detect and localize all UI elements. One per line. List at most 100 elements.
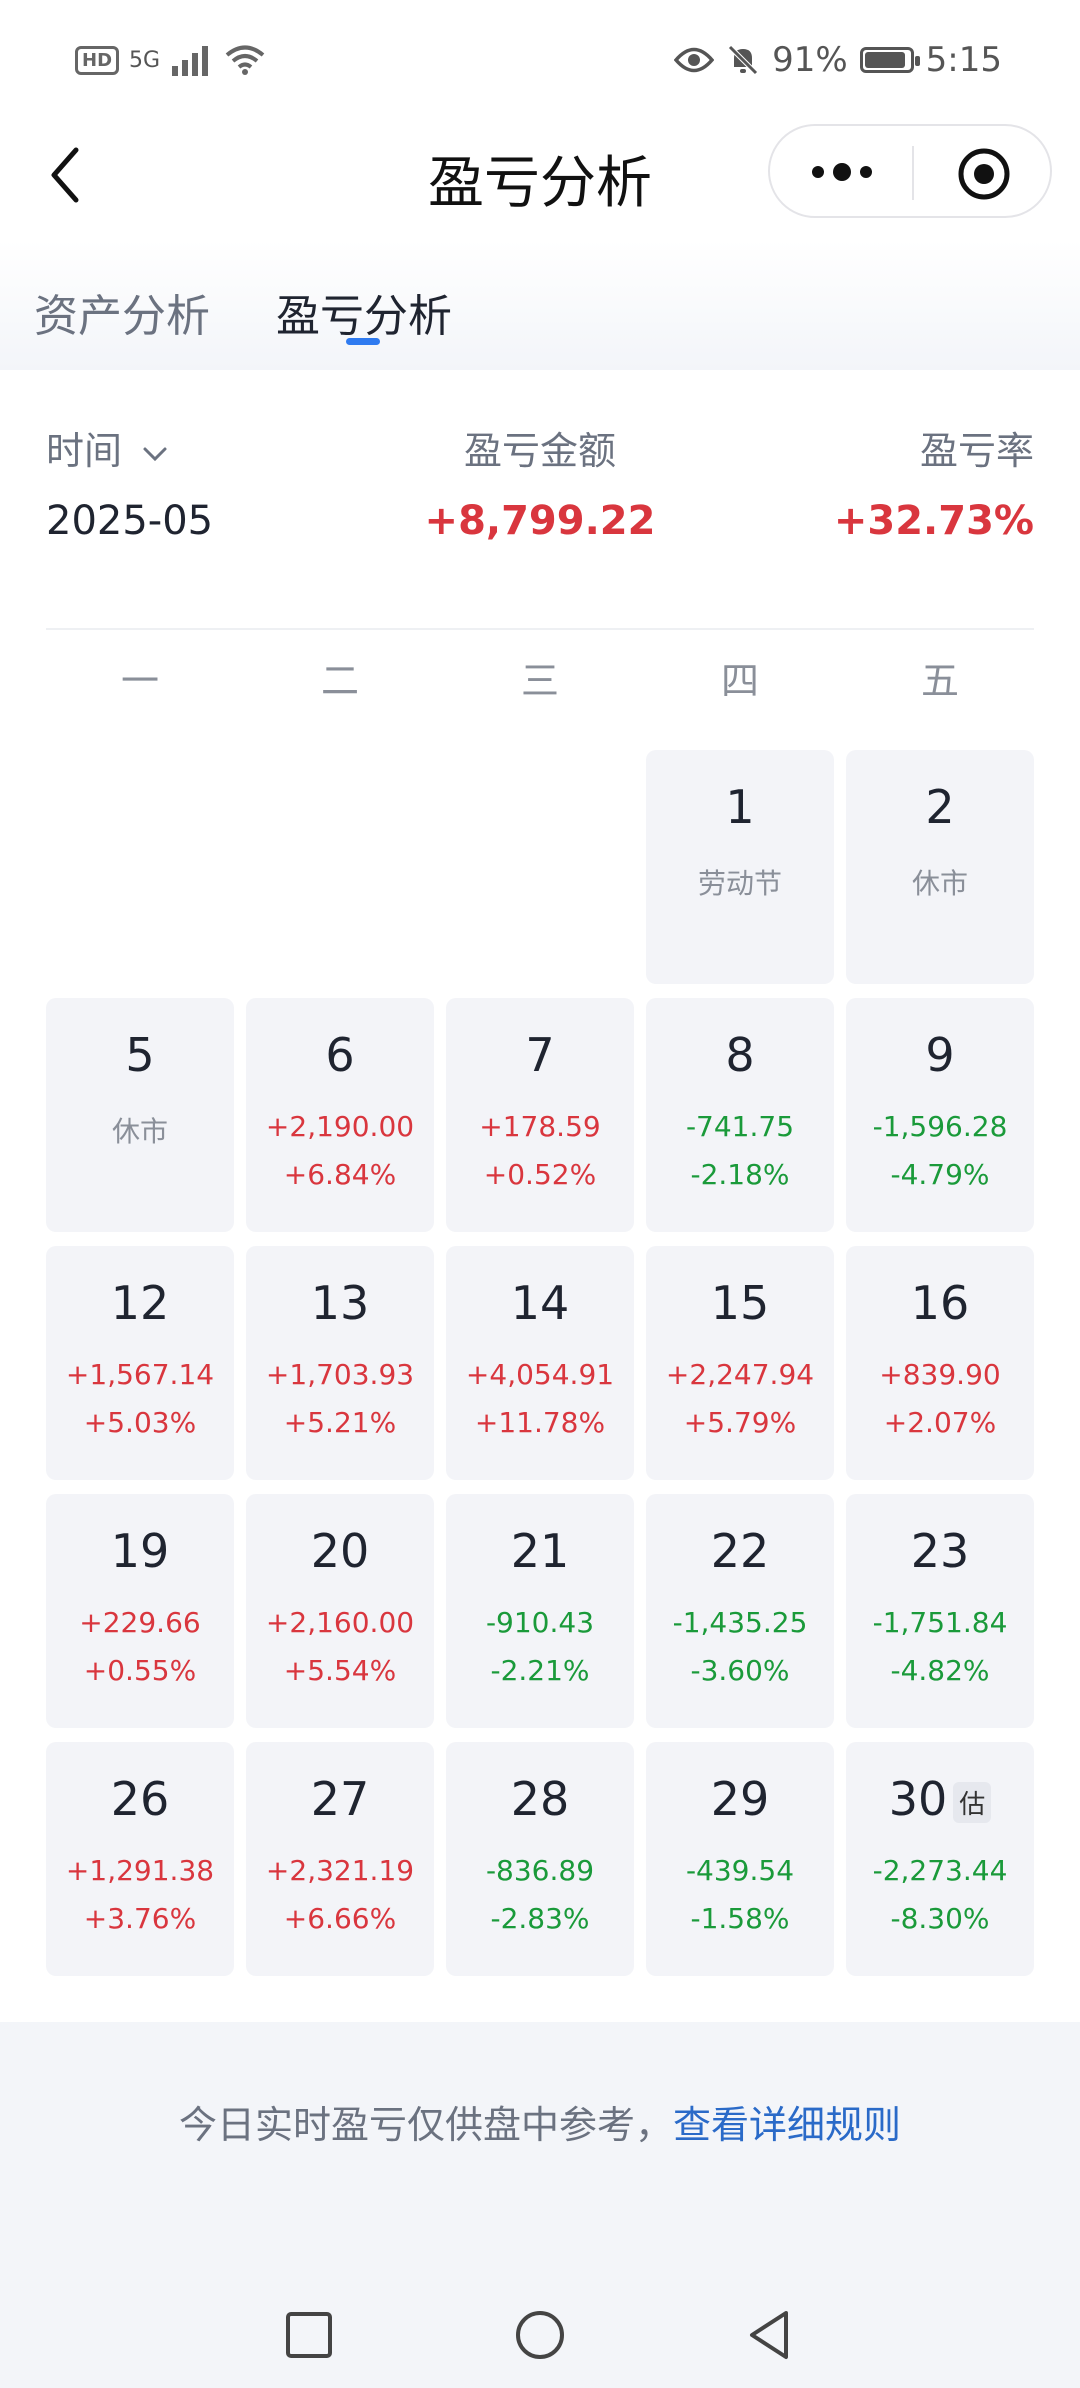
calendar-day[interactable]: 8 -741.75 -2.18%: [646, 998, 834, 1232]
day-number: 8: [725, 1028, 755, 1082]
chevron-down-icon: [143, 447, 167, 461]
calendar-day[interactable]: 12 +1,567.14 +5.03%: [46, 1246, 234, 1480]
weekday-wed: 三: [520, 659, 559, 703]
nav-bar: 盈亏分析: [0, 120, 1080, 240]
rules-link[interactable]: 查看详细规则: [673, 2103, 902, 2147]
weekday-mon: 一: [120, 659, 159, 703]
day-number: 29: [710, 1772, 770, 1826]
clock: 5:15: [925, 40, 1002, 80]
calendar-day[interactable]: 22 -1,435.25 -3.60%: [646, 1494, 834, 1728]
day-number: 20: [310, 1524, 370, 1578]
day-number: 16: [910, 1276, 970, 1330]
day-amount: +1,567.14: [65, 1358, 215, 1391]
tab-pnl-analysis[interactable]: 盈亏分析: [276, 291, 452, 342]
day-percent: +0.52%: [483, 1158, 597, 1191]
rate-label: 盈亏率: [919, 429, 1034, 473]
signal-icon: [172, 46, 209, 76]
day-note: 劳动节: [697, 867, 782, 900]
eye-icon: [674, 47, 715, 73]
calendar-day[interactable]: 29 -439.54 -1.58%: [646, 1742, 834, 1976]
day-number: 23: [910, 1524, 970, 1578]
system-nav-bar: [0, 2282, 1080, 2388]
day-number: 27: [310, 1772, 370, 1826]
day-percent: -2.18%: [690, 1158, 790, 1191]
weekday-header: 一 二 三 四 五: [46, 650, 1034, 720]
day-number: 30 估: [846, 1772, 1034, 1826]
day-number: 22: [710, 1524, 770, 1578]
network-type: 5G: [129, 47, 161, 73]
calendar-day[interactable]: 16 +839.90 +2.07%: [846, 1246, 1034, 1480]
back-triangle-icon[interactable]: [744, 2308, 794, 2362]
calendar-day[interactable]: 30 估 -2,273.44 -8.30%: [846, 1742, 1034, 1976]
day-percent: +5.03%: [83, 1406, 197, 1439]
day-number: 2: [925, 780, 955, 834]
calendar-day[interactable]: 19 +229.66 +0.55%: [46, 1494, 234, 1728]
day-number: 13: [310, 1276, 370, 1330]
back-icon[interactable]: [42, 140, 92, 210]
weekday-fri: 五: [920, 659, 959, 703]
battery-percent: 91%: [772, 40, 848, 80]
calendar-day[interactable]: 5 休市: [46, 998, 234, 1232]
selected-month[interactable]: 2025-05: [46, 498, 214, 544]
day-number: 7: [525, 1028, 555, 1082]
day-number-text: 30: [888, 1772, 948, 1826]
day-amount: +1,291.38: [65, 1854, 215, 1887]
time-selector[interactable]: 时间: [46, 420, 170, 475]
calendar-day[interactable]: 7 +178.59 +0.52%: [446, 998, 634, 1232]
calendar-day[interactable]: 23 -1,751.84 -4.82%: [846, 1494, 1034, 1728]
day-note: 休市: [911, 867, 968, 900]
active-tab-indicator: [346, 338, 380, 345]
day-number: 26: [110, 1772, 170, 1826]
home-circle-icon[interactable]: [513, 2308, 567, 2362]
day-number: 9: [925, 1028, 955, 1082]
calendar-day[interactable]: 9 -1,596.28 -4.79%: [846, 998, 1034, 1232]
total-amount: +8,799.22: [424, 498, 656, 544]
calendar-day[interactable]: 13 +1,703.93 +5.21%: [246, 1246, 434, 1480]
footer-note-area: 今日实时盈亏仅供盘中参考，查看详细规则: [0, 2022, 1080, 2282]
day-amount: +1,703.93: [265, 1358, 415, 1391]
day-number: 12: [110, 1276, 170, 1330]
day-amount: -1,751.84: [872, 1606, 1008, 1639]
recents-square-icon[interactable]: [284, 2310, 334, 2360]
more-icon[interactable]: [802, 150, 882, 194]
day-amount: +178.59: [479, 1110, 601, 1143]
close-target-icon[interactable]: [956, 146, 1012, 202]
calendar-day[interactable]: 27 +2,321.19 +6.66%: [246, 1742, 434, 1976]
day-percent: +11.78%: [474, 1406, 606, 1439]
day-amount: +229.66: [79, 1606, 201, 1639]
day-number: 5: [125, 1028, 155, 1082]
day-number: 21: [510, 1524, 570, 1578]
day-amount: +2,190.00: [265, 1110, 415, 1143]
day-number: 28: [510, 1772, 570, 1826]
hd-badge: HD: [75, 45, 120, 75]
calendar-day[interactable]: 20 +2,160.00 +5.54%: [246, 1494, 434, 1728]
calendar-day[interactable]: 2 休市: [846, 750, 1034, 984]
day-amount: -910.43: [485, 1606, 595, 1639]
calendar-day[interactable]: 28 -836.89 -2.83%: [446, 1742, 634, 1976]
footer-note: 今日实时盈亏仅供盘中参考，查看详细规则: [0, 2094, 1080, 2149]
calendar-day[interactable]: 21 -910.43 -2.21%: [446, 1494, 634, 1728]
calendar-day[interactable]: 26 +1,291.38 +3.76%: [46, 1742, 234, 1976]
calendar-day[interactable]: 6 +2,190.00 +6.84%: [246, 998, 434, 1232]
status-left: HD 5G: [75, 44, 266, 76]
estimate-badge: 估: [953, 1782, 992, 1823]
day-amount: -1,435.25: [672, 1606, 808, 1639]
battery-icon: [859, 47, 920, 73]
day-amount: +2,247.94: [665, 1358, 815, 1391]
calendar-day[interactable]: 14 +4,054.91 +11.78%: [446, 1246, 634, 1480]
day-number: 6: [325, 1028, 355, 1082]
day-number: 1: [725, 780, 755, 834]
page-title: 盈亏分析: [428, 151, 652, 216]
day-percent: +5.21%: [283, 1406, 397, 1439]
calendar-day[interactable]: 1 劳动节: [646, 750, 834, 984]
day-percent: -2.83%: [490, 1902, 590, 1935]
day-percent: +0.55%: [83, 1654, 197, 1687]
day-percent: +2.07%: [883, 1406, 997, 1439]
calendar-day[interactable]: 15 +2,247.94 +5.79%: [646, 1246, 834, 1480]
day-percent: +5.54%: [283, 1654, 397, 1687]
total-rate: +32.73%: [833, 498, 1034, 544]
day-amount: +2,321.19: [265, 1854, 415, 1887]
status-bar: HD 5G 91% 5:15: [0, 0, 1080, 120]
day-percent: +6.66%: [283, 1902, 397, 1935]
tab-asset-analysis[interactable]: 资产分析: [34, 291, 210, 342]
